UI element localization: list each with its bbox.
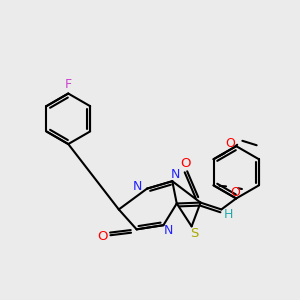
Text: O: O [230, 186, 240, 199]
Text: N: N [164, 224, 173, 237]
Text: O: O [180, 157, 190, 170]
Text: N: N [133, 180, 142, 193]
Text: N: N [171, 168, 180, 181]
Text: H: H [224, 208, 233, 221]
Text: S: S [190, 227, 198, 240]
Text: O: O [225, 137, 235, 150]
Text: F: F [65, 78, 72, 91]
Text: O: O [97, 230, 108, 243]
